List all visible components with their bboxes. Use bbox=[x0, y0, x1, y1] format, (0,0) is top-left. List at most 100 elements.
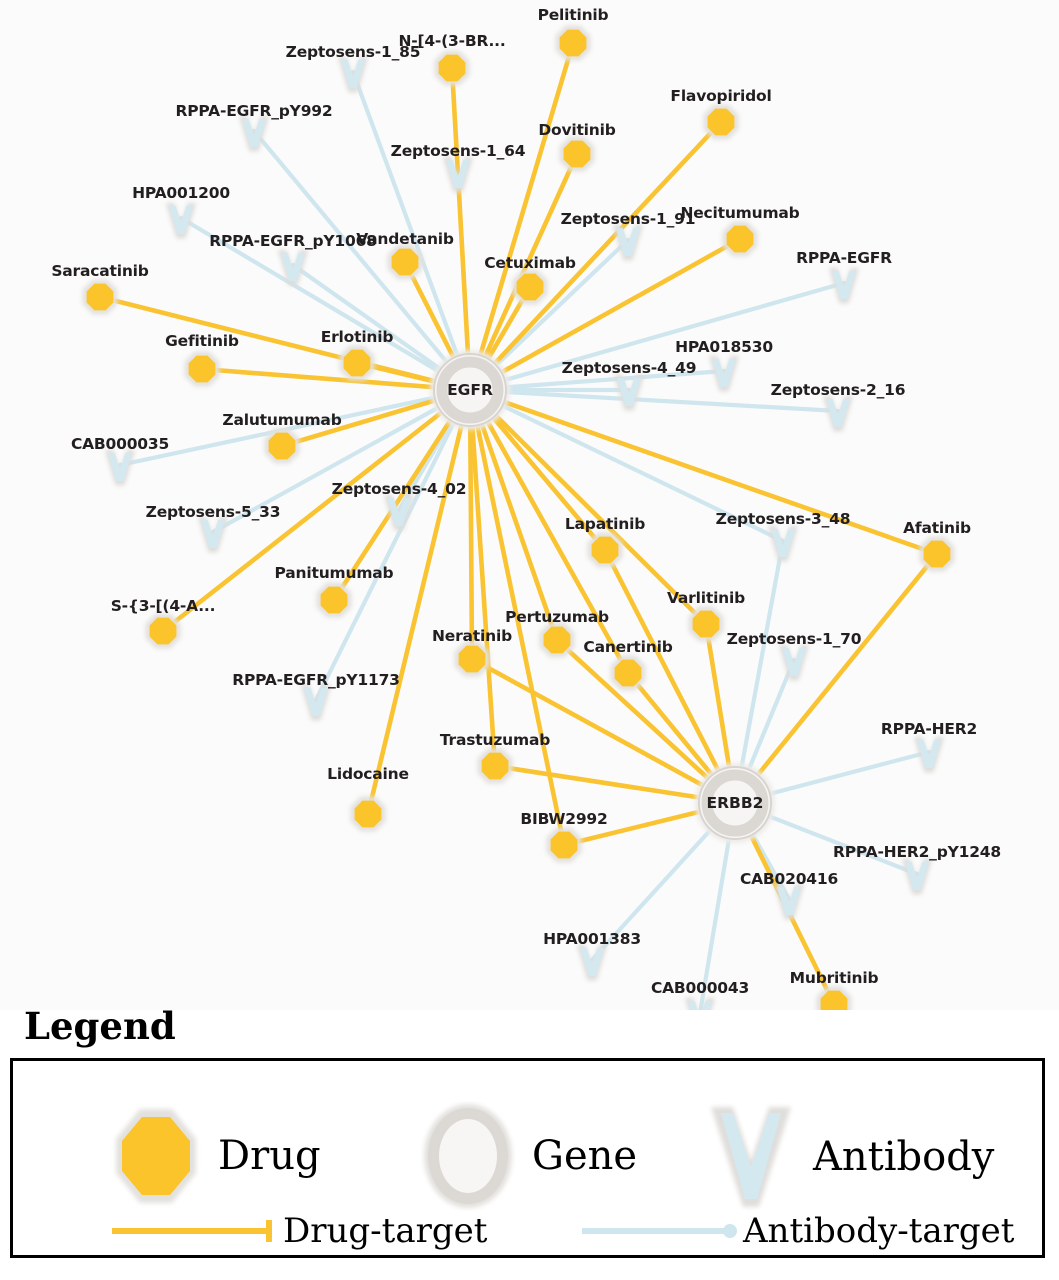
network-svg-canvas bbox=[82, 25, 955, 1010]
antibody-node[interactable] bbox=[688, 1001, 712, 1010]
drug-node[interactable] bbox=[86, 283, 114, 311]
edge bbox=[467, 280, 847, 393]
gene-node-ring[interactable] bbox=[701, 769, 769, 837]
antibody-node[interactable] bbox=[905, 862, 929, 891]
gene-node-ring[interactable] bbox=[436, 356, 504, 424]
antibody-node[interactable] bbox=[771, 529, 795, 558]
edge bbox=[251, 128, 473, 393]
antibody-node[interactable] bbox=[617, 378, 641, 407]
gene-node-inner bbox=[448, 368, 492, 412]
drug-target-edge-icon bbox=[112, 1220, 272, 1242]
drug-node[interactable] bbox=[268, 432, 296, 460]
drug-node[interactable] bbox=[707, 108, 735, 136]
drug-node[interactable] bbox=[692, 610, 720, 638]
gene-node-label[interactable]: EGFR bbox=[447, 381, 493, 399]
drug-node[interactable] bbox=[820, 990, 848, 1010]
drug-node[interactable] bbox=[923, 540, 951, 568]
edge bbox=[467, 387, 560, 643]
edge bbox=[467, 387, 498, 769]
nodes-layer bbox=[82, 25, 955, 1010]
edge bbox=[449, 65, 473, 393]
drug-octagon-icon bbox=[116, 1109, 196, 1203]
edge bbox=[732, 538, 786, 806]
antibody-node[interactable] bbox=[169, 206, 193, 235]
antibody-node[interactable] bbox=[108, 453, 132, 482]
antibody-node[interactable] bbox=[242, 119, 266, 148]
antibody-node[interactable] bbox=[826, 399, 850, 428]
gene-node-label[interactable]: ERBB2 bbox=[706, 794, 764, 812]
antibody-node[interactable] bbox=[616, 228, 640, 257]
legend-label-antibody-target: Antibody-target bbox=[743, 1211, 1015, 1251]
edge bbox=[350, 69, 473, 393]
drug-node[interactable] bbox=[438, 54, 466, 82]
edge bbox=[117, 387, 473, 468]
drug-node[interactable] bbox=[559, 29, 587, 57]
drug-node[interactable] bbox=[614, 659, 642, 687]
network-graph-panel: Zeptosens-1_85 RPPA-EGFR_pY992 Zeptosens-1… bbox=[51, 6, 1002, 1010]
drug-node[interactable] bbox=[391, 248, 419, 276]
legend-label-gene: Gene bbox=[532, 1133, 638, 1179]
legend-entry-gene: Gene bbox=[418, 1101, 637, 1211]
antibody-node[interactable] bbox=[281, 253, 305, 282]
drug-node[interactable] bbox=[320, 586, 348, 614]
drug-node[interactable] bbox=[481, 752, 509, 780]
antibody-node[interactable] bbox=[341, 60, 365, 89]
drug-node[interactable] bbox=[354, 800, 382, 828]
antibody-node[interactable] bbox=[304, 688, 328, 717]
legend-label-antibody: Antibody bbox=[813, 1134, 995, 1180]
edge bbox=[467, 387, 567, 848]
drug-node[interactable] bbox=[188, 355, 216, 383]
legend-panel: Legend Drug Gene Antibody bbox=[0, 1004, 1059, 1280]
antibody-node[interactable] bbox=[580, 948, 604, 977]
edge bbox=[467, 387, 841, 414]
edge bbox=[467, 387, 475, 662]
antibody-node[interactable] bbox=[446, 160, 470, 189]
edge bbox=[210, 387, 473, 535]
drug-node[interactable] bbox=[343, 349, 371, 377]
edge bbox=[178, 215, 473, 393]
gene-node-inner bbox=[713, 781, 757, 825]
antibody-node[interactable] bbox=[782, 648, 806, 677]
edge bbox=[199, 366, 473, 393]
drug-node[interactable] bbox=[726, 225, 754, 253]
edge bbox=[365, 387, 473, 817]
antibody-node[interactable] bbox=[387, 498, 411, 527]
edge bbox=[467, 119, 724, 393]
antibody-node[interactable] bbox=[917, 740, 941, 769]
drug-node[interactable] bbox=[149, 617, 177, 645]
antibody-node[interactable] bbox=[201, 520, 225, 549]
edge bbox=[313, 387, 473, 703]
legend-entry-drug-target: Drug-target bbox=[108, 1211, 487, 1251]
legend-entry-drug: Drug bbox=[108, 1101, 321, 1211]
drug-node[interactable] bbox=[563, 140, 591, 168]
edge bbox=[469, 656, 738, 806]
edge bbox=[467, 368, 727, 393]
edge bbox=[467, 40, 576, 393]
drug-node[interactable] bbox=[550, 831, 578, 859]
antibody-node[interactable] bbox=[712, 359, 736, 388]
antibody-node[interactable] bbox=[832, 271, 856, 300]
edge bbox=[467, 387, 631, 676]
legend-entry-antibody: Antibody bbox=[703, 1101, 994, 1213]
edge bbox=[492, 763, 738, 806]
edge bbox=[467, 387, 709, 627]
edge bbox=[602, 547, 738, 806]
antibody-target-edge-icon bbox=[582, 1224, 737, 1238]
edge bbox=[160, 387, 473, 634]
legend-box: Drug Gene Antibody Drug-target bbox=[10, 1058, 1045, 1258]
drug-node[interactable] bbox=[516, 273, 544, 301]
legend-label-drug: Drug bbox=[218, 1133, 321, 1179]
edge bbox=[732, 551, 940, 806]
edges-layer bbox=[97, 40, 940, 1010]
drug-node[interactable] bbox=[591, 536, 619, 564]
antibody-node[interactable] bbox=[777, 887, 801, 916]
gene-ring-icon bbox=[424, 1104, 512, 1208]
edge bbox=[467, 236, 743, 393]
drug-node[interactable] bbox=[543, 626, 571, 654]
drug-node[interactable] bbox=[458, 645, 486, 673]
edge bbox=[467, 387, 786, 544]
edge bbox=[554, 637, 738, 806]
legend-title: Legend bbox=[24, 1004, 176, 1048]
antibody-chevron-icon bbox=[711, 1107, 791, 1207]
legend-label-drug-target: Drug-target bbox=[283, 1211, 488, 1251]
